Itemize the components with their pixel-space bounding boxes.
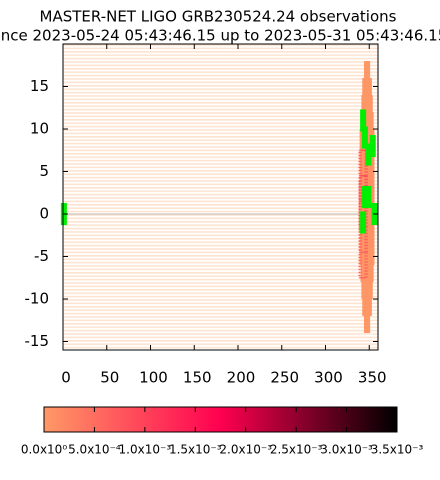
colorbar-tick-label: 0.0x10⁰ xyxy=(21,443,67,457)
probability-cell xyxy=(364,316,371,333)
colorbar-tick-label: 3.0x10⁻³ xyxy=(320,443,373,457)
observation-field xyxy=(361,126,368,149)
observation-field xyxy=(361,185,368,209)
y-tick-label: -10 xyxy=(25,290,50,308)
observation-field xyxy=(365,143,372,166)
x-tick-label: 350 xyxy=(358,369,387,387)
hot-cell xyxy=(360,251,368,279)
x-tick-label: 250 xyxy=(270,369,299,387)
x-tick-label: 200 xyxy=(227,369,256,387)
plot-frame xyxy=(62,43,379,351)
x-tick-label: 50 xyxy=(100,369,119,387)
colorbar xyxy=(43,406,398,433)
colorbar-tick-label: 5.0x10⁻⁴ xyxy=(68,443,121,457)
probability-cell xyxy=(361,95,373,112)
chart-title: MASTER-NET LIGO GRB230524.24 observation… xyxy=(40,8,397,26)
probability-cell xyxy=(362,299,372,316)
observation-field xyxy=(360,109,367,132)
chart-subtitle: since 2023-05-24 05:43:46.15 up to 2023-… xyxy=(0,27,440,45)
y-tick-label: 5 xyxy=(39,162,49,180)
x-tick-label: 100 xyxy=(139,369,168,387)
observation-field xyxy=(360,211,367,234)
probability-cell xyxy=(364,61,371,78)
colorbar-tick-label: 1.0x10⁻³ xyxy=(119,443,172,457)
plot-background xyxy=(63,44,378,350)
observation-field xyxy=(369,134,376,158)
colorbar-tick-label: 1.5x10⁻³ xyxy=(169,443,222,457)
y-tick-label: 15 xyxy=(30,77,49,95)
x-tick-label: 300 xyxy=(314,369,343,387)
x-tick-label: 0 xyxy=(61,369,71,387)
observation-field xyxy=(365,185,372,209)
y-tick-label: -15 xyxy=(25,332,50,350)
colorbar-tick-label: 2.5x10⁻³ xyxy=(270,443,323,457)
y-tick-label: 0 xyxy=(39,205,49,223)
probability-cell xyxy=(361,282,373,299)
y-tick-label: -5 xyxy=(34,247,49,265)
x-tick-label: 150 xyxy=(183,369,212,387)
colorbar-tick-label: 2.0x10⁻³ xyxy=(219,443,272,457)
colorbar-tick-label: 3.5x10⁻³ xyxy=(371,443,424,457)
y-tick-label: 10 xyxy=(30,120,49,138)
probability-cell xyxy=(362,78,372,95)
